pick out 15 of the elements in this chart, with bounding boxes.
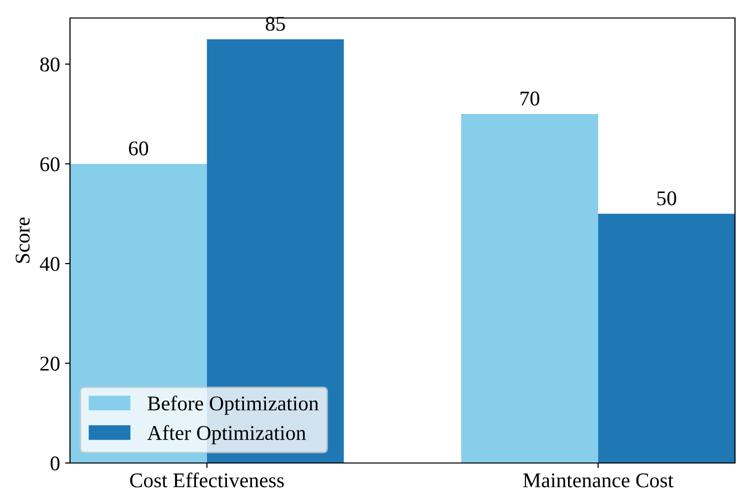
data-label: 50 <box>657 191 676 206</box>
y-tick-label: 40 <box>40 256 60 271</box>
bar <box>461 114 598 463</box>
x-tick-label: Maintenance Cost <box>523 473 674 488</box>
data-label: 70 <box>520 92 540 106</box>
y-tick-label: 0 <box>50 456 60 470</box>
legend-label: Before Optimization <box>148 396 319 415</box>
y-tick-label: 20 <box>40 356 60 371</box>
y-tick-label: 60 <box>40 157 60 172</box>
legend-label: After Optimization <box>147 425 306 444</box>
data-label: 60 <box>128 141 148 156</box>
y-axis-title: Score <box>16 218 30 263</box>
bar <box>598 214 735 463</box>
y-tick-label: 80 <box>40 57 60 72</box>
x-tick-label: Cost Effectiveness <box>130 472 284 488</box>
